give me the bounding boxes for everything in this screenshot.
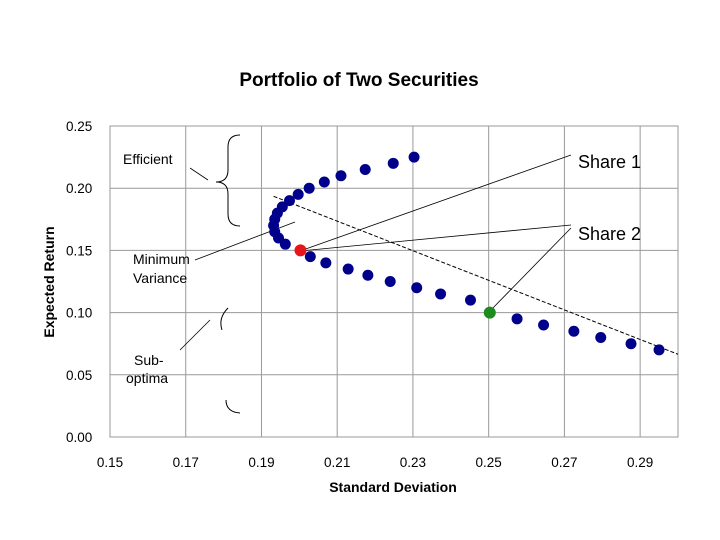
sub-optimal-label-line2: optima [126, 370, 168, 386]
x-tick-label: 0.23 [400, 455, 426, 470]
x-tick-label: 0.15 [97, 455, 123, 470]
data-point [292, 188, 304, 200]
data-point [387, 157, 399, 169]
data-point [304, 251, 316, 263]
trendline [273, 195, 679, 355]
data-point [408, 151, 420, 163]
data-point [568, 325, 580, 337]
highlighted-points [294, 244, 496, 319]
x-tick-label: 0.27 [551, 455, 577, 470]
y-tick-label: 0.25 [66, 119, 92, 134]
x-tick-label: 0.17 [173, 455, 199, 470]
series-points [268, 151, 665, 356]
data-point [320, 257, 332, 269]
data-point [653, 344, 665, 356]
data-point [538, 319, 550, 331]
minimum-variance-label-line2: Variance [133, 270, 187, 286]
share-1-leader-lower [299, 224, 572, 252]
x-tick-label: 0.25 [476, 455, 502, 470]
y-tick-label: 0.20 [66, 181, 92, 196]
y-tick-label: 0.05 [66, 368, 92, 383]
data-point [362, 269, 374, 281]
share-2-label: Share 2 [578, 224, 641, 244]
data-point [342, 263, 354, 275]
efficient-leader [189, 167, 209, 181]
minimum-variance-label-line1: Minimum [133, 251, 190, 267]
data-point [335, 170, 347, 182]
data-point [303, 182, 315, 194]
data-point [279, 238, 291, 250]
chart-title: Portfolio of Two Securities [239, 70, 478, 91]
sub-optimal-label-line1: Sub- [134, 352, 164, 368]
x-tick-labels: 0.15 0.17 0.19 0.21 0.23 0.25 0.27 0.29 [97, 455, 653, 470]
y-tick-label: 0.00 [66, 430, 92, 445]
efficient-label: Efficient [123, 151, 173, 167]
share-1-label: Share 1 [578, 152, 641, 172]
x-tick-label: 0.21 [324, 455, 350, 470]
annotation-leaders [179, 134, 572, 414]
data-point [435, 288, 447, 300]
x-tick-label: 0.29 [627, 455, 653, 470]
y-axis-title: Expected Return [41, 226, 57, 337]
sub-optimal-brace-bottom [225, 399, 241, 414]
data-point [359, 164, 371, 176]
data-point [595, 331, 607, 343]
x-axis-title: Standard Deviation [329, 479, 457, 495]
data-point [625, 338, 637, 350]
sub-optimal-leader [179, 319, 211, 351]
sub-optimal-brace-top [220, 307, 229, 331]
data-point [318, 176, 330, 188]
data-point [411, 282, 423, 294]
efficient-brace [215, 134, 241, 227]
share-2-point [483, 306, 496, 319]
data-point [283, 195, 295, 207]
y-tick-label: 0.15 [66, 243, 92, 258]
y-tick-label: 0.10 [66, 306, 92, 321]
data-point [511, 313, 523, 325]
y-tick-labels: 0.00 0.05 0.10 0.15 0.20 0.25 [66, 119, 92, 445]
data-point [464, 294, 476, 306]
share-2-leader [487, 227, 572, 314]
minimum-variance-point [294, 244, 307, 257]
plot-frame [109, 125, 679, 438]
data-point [384, 276, 396, 287]
share-1-leader [299, 154, 572, 252]
x-tick-label: 0.19 [248, 455, 274, 470]
